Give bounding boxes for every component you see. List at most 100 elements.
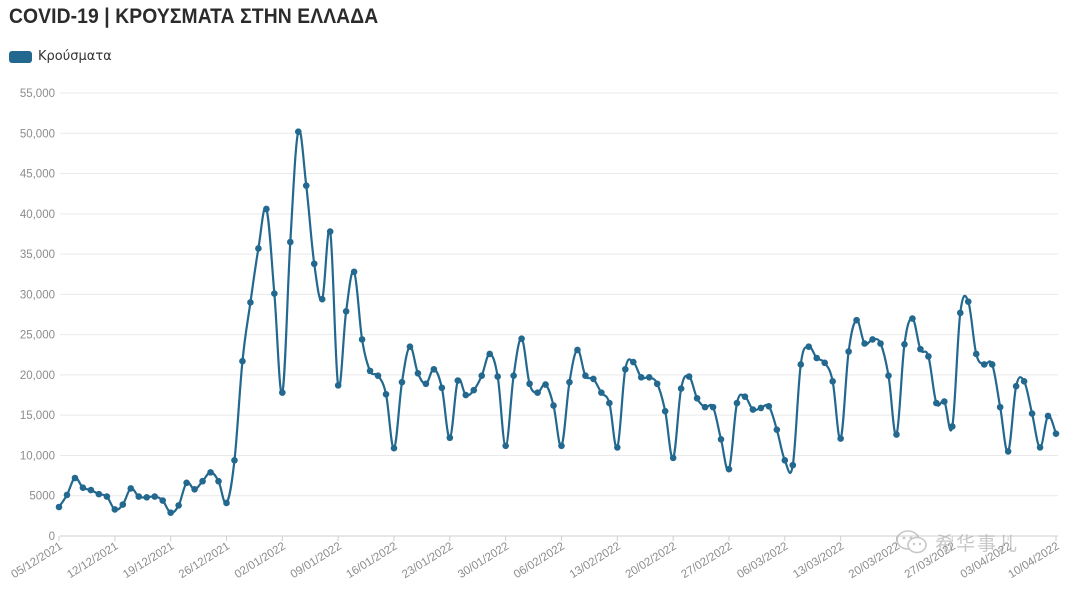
data-point[interactable] <box>518 335 525 342</box>
data-point[interactable] <box>326 228 334 235</box>
data-point[interactable] <box>542 381 549 388</box>
data-point[interactable] <box>478 372 486 380</box>
data-point[interactable] <box>390 444 398 452</box>
data-point[interactable] <box>263 205 270 213</box>
data-point[interactable] <box>406 343 414 351</box>
data-point[interactable] <box>629 358 637 366</box>
data-point[interactable] <box>829 378 836 385</box>
data-point[interactable] <box>853 316 860 324</box>
data-point[interactable] <box>877 340 884 347</box>
data-point[interactable] <box>566 378 573 386</box>
data-point[interactable] <box>302 182 310 189</box>
data-point[interactable] <box>765 403 773 410</box>
data-point[interactable] <box>837 435 844 442</box>
data-point[interactable] <box>598 389 605 396</box>
data-point[interactable] <box>582 372 589 380</box>
data-point[interactable] <box>366 367 374 375</box>
data-point[interactable] <box>151 493 159 500</box>
data-point[interactable] <box>621 365 629 373</box>
data-point[interactable] <box>972 350 980 358</box>
data-point[interactable] <box>279 389 286 396</box>
data-point[interactable] <box>661 407 669 415</box>
data-point[interactable] <box>590 375 597 383</box>
data-point[interactable] <box>917 345 924 353</box>
data-point[interactable] <box>223 499 230 507</box>
data-point[interactable] <box>294 128 302 135</box>
data-point[interactable] <box>956 309 964 317</box>
data-point[interactable] <box>358 336 366 343</box>
data-point[interactable] <box>502 442 509 450</box>
data-point[interactable] <box>71 474 79 482</box>
data-point[interactable] <box>996 403 1004 411</box>
data-point[interactable] <box>558 442 565 450</box>
data-point[interactable] <box>749 406 757 413</box>
data-point[interactable] <box>159 497 166 504</box>
data-point[interactable] <box>733 399 741 407</box>
data-point[interactable] <box>805 343 813 351</box>
data-point[interactable] <box>901 341 908 348</box>
data-point[interactable] <box>773 426 781 433</box>
data-point[interactable] <box>1044 412 1052 420</box>
data-point[interactable] <box>63 491 71 499</box>
data-point[interactable] <box>893 431 900 438</box>
data-point[interactable] <box>255 245 262 252</box>
data-point[interactable] <box>677 385 685 392</box>
data-point[interactable] <box>119 501 127 508</box>
data-point[interactable] <box>614 444 621 451</box>
data-point[interactable] <box>486 350 494 358</box>
data-point[interactable] <box>55 503 63 511</box>
data-point[interactable] <box>845 348 852 355</box>
data-point[interactable] <box>645 374 653 381</box>
data-point[interactable] <box>95 490 103 498</box>
data-point[interactable] <box>757 404 765 412</box>
data-point[interactable] <box>414 369 422 377</box>
data-point[interactable] <box>215 477 222 485</box>
data-point[interactable] <box>925 353 932 360</box>
data-point[interactable] <box>526 380 533 388</box>
data-point[interactable] <box>725 465 733 473</box>
data-point[interactable] <box>199 477 206 485</box>
data-point[interactable] <box>797 361 805 368</box>
data-point[interactable] <box>1012 382 1020 390</box>
data-point[interactable] <box>167 509 174 516</box>
data-point[interactable] <box>247 299 254 306</box>
data-point[interactable] <box>318 295 326 303</box>
data-point[interactable] <box>135 493 143 500</box>
data-point[interactable] <box>685 373 693 380</box>
data-point[interactable] <box>1020 378 1028 385</box>
data-point[interactable] <box>454 377 462 384</box>
data-point[interactable] <box>964 298 972 305</box>
data-point[interactable] <box>438 384 446 392</box>
data-point[interactable] <box>821 359 828 367</box>
data-point[interactable] <box>446 434 454 442</box>
data-point[interactable] <box>885 372 892 380</box>
data-point[interactable] <box>789 461 797 469</box>
data-point[interactable] <box>470 386 478 394</box>
data-point[interactable] <box>382 390 390 398</box>
data-point[interactable] <box>510 372 517 380</box>
data-point[interactable] <box>550 402 557 409</box>
data-point[interactable] <box>398 378 406 386</box>
data-point[interactable] <box>271 290 278 297</box>
data-point[interactable] <box>869 336 876 343</box>
data-point[interactable] <box>462 391 470 399</box>
legend-item[interactable]: Κρούσματα <box>9 49 112 64</box>
data-point[interactable] <box>574 346 581 354</box>
data-point[interactable] <box>127 485 135 492</box>
data-point[interactable] <box>606 399 613 407</box>
data-point[interactable] <box>909 315 916 322</box>
data-point[interactable] <box>1036 444 1044 451</box>
data-point[interactable] <box>183 479 190 487</box>
data-point[interactable] <box>310 260 318 268</box>
data-point[interactable] <box>231 456 238 464</box>
data-point[interactable] <box>342 307 350 315</box>
data-point[interactable] <box>79 484 87 491</box>
data-point[interactable] <box>207 469 214 476</box>
data-point[interactable] <box>637 374 645 381</box>
data-point[interactable] <box>1028 410 1036 417</box>
data-point[interactable] <box>941 398 948 405</box>
data-point[interactable] <box>422 380 430 388</box>
data-point[interactable] <box>653 380 661 388</box>
data-point[interactable] <box>143 494 151 501</box>
data-point[interactable] <box>781 456 789 464</box>
